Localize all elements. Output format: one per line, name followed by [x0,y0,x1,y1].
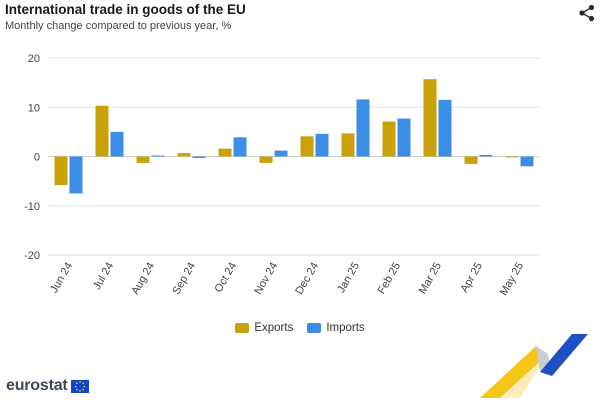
bar-exports-may-25[interactable] [505,156,519,158]
bar-exports-apr-25[interactable] [464,156,478,164]
legend-label-imports: Imports [326,322,365,334]
bar-exports-jun-24[interactable] [54,156,68,186]
share-icon[interactable] [578,4,596,22]
bar-exports-jan-25[interactable] [341,133,355,157]
bar-imports-aug-24[interactable] [151,155,165,157]
x-tick-label: Feb 25 [376,261,404,297]
bar-imports-apr-25[interactable] [479,155,493,157]
bar-exports-jul-24[interactable] [95,105,109,157]
bar-imports-oct-24[interactable] [233,137,247,157]
x-axis-ticks: Jun 24 Jul 24 Aug 24 Sep 24 Oct 24 Nov 24 Dec … [48,261,526,298]
y-tick-label: 10 [28,102,40,114]
bar-imports-sep-24[interactable] [192,156,206,158]
bar-exports-sep-24[interactable] [177,153,191,157]
y-tick-label: -20 [24,250,40,262]
x-tick-label: Apr 25 [458,261,485,295]
x-tick-label: Aug 24 [129,261,157,297]
x-tick-label: Dec 24 [293,261,321,297]
x-tick-label: Mar 25 [417,261,445,297]
bar-exports-mar-25[interactable] [423,79,437,157]
x-tick-label: May 25 [498,261,526,298]
bar-imports-jul-24[interactable] [110,131,124,157]
y-tick-label: -10 [24,201,40,213]
y-tick-label: 20 [28,53,40,65]
y-tick-label: 0 [34,152,40,164]
chart-subtitle: Monthly change compared to previous year… [5,20,232,32]
legend-label-exports: Exports [254,322,294,334]
imports-swatch [307,323,322,333]
bar-exports-nov-24[interactable] [259,156,273,163]
legend-item-exports[interactable]: Exports [235,322,293,334]
x-tick-label: Nov 24 [252,261,280,297]
grid-lines [48,57,540,256]
legend: Exports Imports [0,322,600,334]
x-tick-label: Jul 24 [91,261,116,292]
bar-imports-feb-25[interactable] [397,118,411,157]
eu-flag-icon [70,379,89,393]
decorative-chevron-graphic [480,334,588,398]
bars [54,79,534,194]
logo-text: eurostat [6,377,68,394]
bar-exports-dec-24[interactable] [300,136,314,157]
bar-imports-jun-24[interactable] [69,156,83,194]
chart-title: International trade in goods of the EU [5,2,246,17]
eurostat-logo: eurostat [6,377,89,395]
legend-item-imports[interactable]: Imports [307,322,365,334]
x-tick-label: Jun 24 [48,261,75,296]
bar-imports-dec-24[interactable] [315,133,329,157]
bar-chart: 20 10 0 -10 -20 Jun 24 Jul 24 Aug 24 Sep 24 Oct … [24,53,540,298]
bar-exports-aug-24[interactable] [136,156,150,163]
bar-exports-feb-25[interactable] [382,121,396,157]
x-tick-label: Jan 25 [335,261,362,296]
x-tick-label: Sep 24 [170,261,198,297]
y-axis-ticks: 20 10 0 -10 -20 [24,53,40,262]
bar-imports-may-25[interactable] [520,156,534,167]
bar-imports-nov-24[interactable] [274,150,288,157]
bar-imports-jan-25[interactable] [356,99,370,157]
x-tick-label: Oct 24 [213,261,240,295]
bar-imports-mar-25[interactable] [438,99,452,157]
bar-exports-oct-24[interactable] [218,148,232,157]
exports-swatch [235,323,250,333]
